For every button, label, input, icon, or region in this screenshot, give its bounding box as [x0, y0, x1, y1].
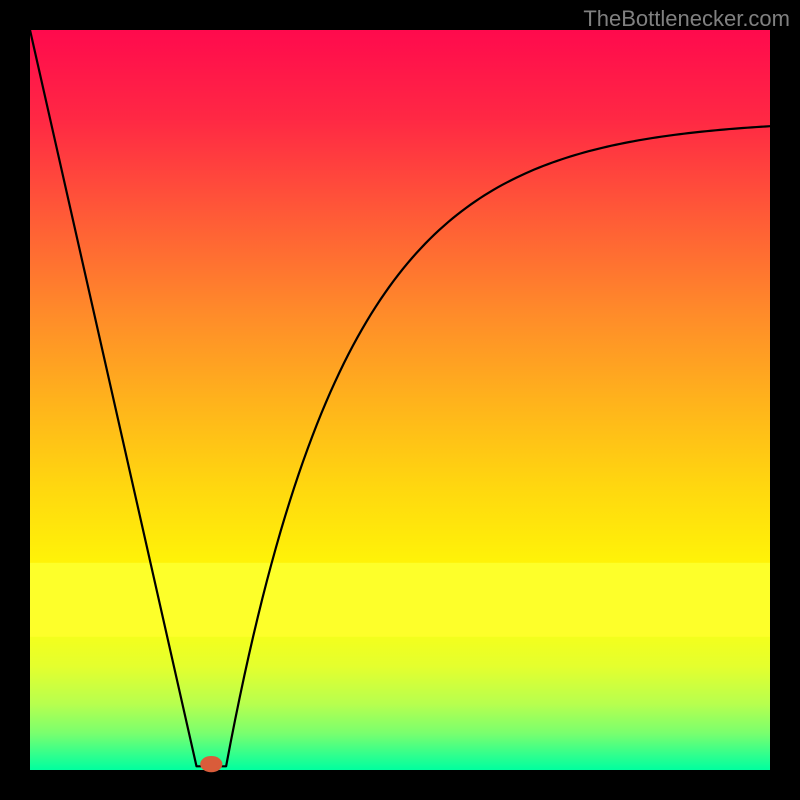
watermark-text: TheBottlenecker.com [583, 6, 790, 32]
plot-gradient-background [30, 30, 770, 770]
optimal-point-marker [200, 756, 222, 772]
bottleneck-chart [0, 0, 800, 800]
chart-root: TheBottlenecker.com [0, 0, 800, 800]
yellow-highlight-band [30, 563, 770, 637]
